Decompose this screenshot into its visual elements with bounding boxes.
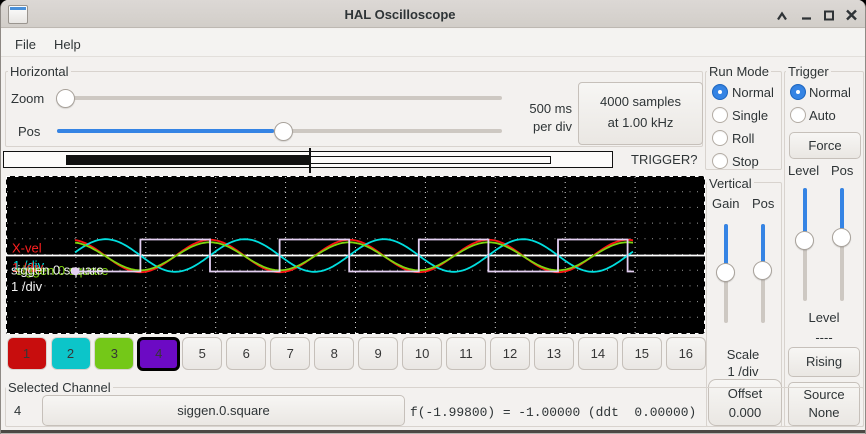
svg-text:1 /div: 1 /div bbox=[12, 260, 44, 275]
svg-text:X-vel: X-vel bbox=[12, 241, 42, 256]
svg-text:siggen.0.square: siggen.0.square bbox=[11, 263, 104, 278]
svg-text:siggen.0.square: siggen.0.square bbox=[16, 263, 109, 278]
svg-text:1 /div: 1 /div bbox=[13, 258, 45, 273]
svg-text:1 /div: 1 /div bbox=[11, 279, 43, 294]
